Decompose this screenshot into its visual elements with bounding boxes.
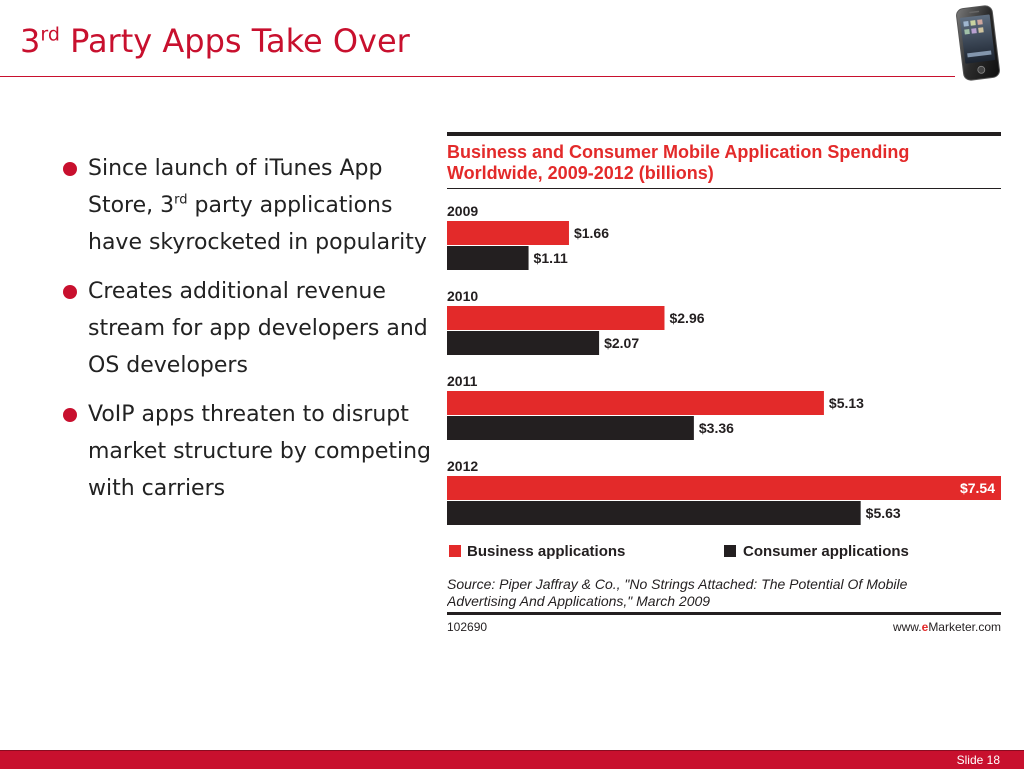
value-label-consumer-2012: $5.63 bbox=[866, 505, 901, 521]
bar-consumer-2011 bbox=[447, 416, 694, 440]
source-line-2: Advertising And Applications," March 200… bbox=[447, 593, 710, 609]
footer-bar: Slide 18 bbox=[0, 750, 1024, 769]
bullet-item: Creates additional revenue stream for ap… bbox=[62, 273, 432, 384]
value-label-business-2011: $5.13 bbox=[829, 395, 864, 411]
value-label-consumer-2011: $3.36 bbox=[699, 420, 734, 436]
bullet-item: VoIP apps threaten to disrupt market str… bbox=[62, 396, 432, 507]
value-label-consumer-2009: $1.11 bbox=[534, 250, 568, 266]
bar-business-2012 bbox=[447, 476, 1001, 500]
value-label-business-2009: $1.66 bbox=[574, 225, 609, 241]
chart-title: Business and Consumer Mobile Application… bbox=[447, 142, 909, 162]
spending-chart: Business and Consumer Mobile Application… bbox=[447, 132, 1001, 638]
bullet-item: Since launch of iTunes App Store, 3rd pa… bbox=[62, 150, 432, 261]
bar-group: 2009 $1.66 $1.11 2010 $2.96 $2.07 2011 $5.13 $3.… bbox=[447, 203, 1001, 525]
chart-subtitle: Worldwide, 2009-2012 (billions) bbox=[447, 163, 714, 183]
source-line-1: Source: Piper Jaffray & Co., "No Strings… bbox=[447, 576, 908, 592]
category-label-2009: 2009 bbox=[447, 203, 478, 219]
value-label-business-2010: $2.96 bbox=[669, 310, 704, 326]
bar-consumer-2009 bbox=[447, 246, 529, 270]
legend-swatch-consumer bbox=[724, 545, 736, 557]
category-label-2011: 2011 bbox=[447, 373, 478, 389]
bar-business-2009 bbox=[447, 221, 569, 245]
chart-svg: Business and Consumer Mobile Application… bbox=[447, 132, 1001, 634]
slide-number: Slide 18 bbox=[956, 753, 1000, 767]
bar-business-2010 bbox=[447, 306, 665, 330]
bar-business-2011 bbox=[447, 391, 824, 415]
chart-id: 102690 bbox=[447, 620, 487, 634]
legend-label-business: Business applications bbox=[467, 543, 625, 560]
bar-consumer-2012 bbox=[447, 501, 861, 525]
smartphone-icon bbox=[956, 5, 1000, 81]
title-divider bbox=[0, 76, 955, 77]
value-label-business-2012: $7.54 bbox=[960, 480, 995, 496]
chart-top-rule bbox=[447, 132, 1001, 136]
category-label-2010: 2010 bbox=[447, 288, 478, 304]
chart-title-rule bbox=[447, 188, 1001, 189]
category-label-2012: 2012 bbox=[447, 458, 478, 474]
bullet-list: Since launch of iTunes App Store, 3rd pa… bbox=[62, 150, 432, 519]
legend-swatch-business bbox=[449, 545, 461, 557]
bar-consumer-2010 bbox=[447, 331, 600, 355]
value-label-consumer-2010: $2.07 bbox=[604, 335, 639, 351]
slide-title: 3rd Party Apps Take Over bbox=[20, 22, 410, 60]
legend-label-consumer: Consumer applications bbox=[743, 543, 909, 560]
emarketer-brand: www.eMarketer.com bbox=[892, 620, 1001, 634]
chart-bottom-rule bbox=[447, 612, 1001, 615]
